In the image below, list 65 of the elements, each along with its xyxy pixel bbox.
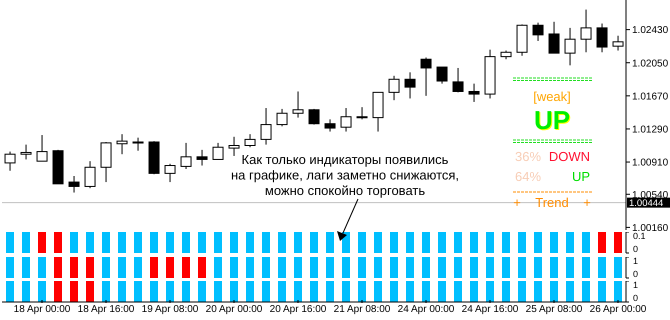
candlestick: [580, 9, 592, 53]
x-tick-label: 26 Apr 00:00: [590, 304, 647, 315]
x-tick-label: 19 Apr 08:00: [142, 304, 199, 315]
annotation: +: [583, 195, 591, 210]
annotation: Как только индикаторы появились на графике, лаги заметно снижаются, можно спокойно торговать: [230, 152, 460, 198]
annotation: UP: [534, 105, 570, 135]
y-tick-label: 1.01670: [632, 91, 669, 102]
candlestick: [180, 142, 192, 170]
candlestick: [36, 134, 48, 162]
x-tick-label: 24 Apr 16:00: [462, 304, 519, 315]
candlestick: [420, 57, 432, 96]
y-tick-label: 1.02050: [632, 58, 669, 70]
candlestick: [340, 108, 352, 132]
candlestick: [596, 23, 608, 53]
y-tick-label: 1: [633, 280, 638, 290]
y-tick-label: 1.00160: [632, 222, 669, 234]
candlestick: [20, 144, 32, 160]
candlestick: [212, 142, 224, 160]
candlestick: [228, 136, 240, 156]
candlestick: [324, 118, 336, 132]
candlestick: [244, 134, 256, 148]
annotation: +: [513, 195, 521, 210]
annotation: Trend: [535, 195, 569, 210]
candlestick: [548, 21, 560, 54]
candlestick: [564, 27, 576, 66]
candlestick: [356, 106, 368, 120]
candlestick: [116, 134, 128, 155]
candlestick: [612, 35, 624, 52]
candlestick: [532, 22, 544, 42]
y-tick-label: 1.00910: [632, 158, 669, 169]
candlestick: [308, 108, 320, 126]
candlestick: [452, 67, 464, 93]
y-tick-label: 0: [633, 293, 638, 303]
annotation: 64%: [515, 169, 542, 184]
candlestick: [68, 175, 80, 194]
candlestick: [388, 75, 400, 101]
candlestick: [4, 151, 16, 172]
annotation: 36%: [515, 149, 542, 164]
x-tick-label: 24 Apr 00:00: [398, 304, 455, 315]
x-tick-label: 18 Apr 16:00: [78, 304, 135, 315]
ref-line-label: 1.00444: [629, 198, 664, 210]
candlestick: [84, 160, 96, 189]
y-tick-label: 0: [633, 269, 638, 279]
x-tick-label: 20 Apr 00:00: [206, 304, 263, 315]
annotation: UP: [572, 169, 590, 184]
annotation: [weak]: [533, 89, 571, 104]
x-tick-label: 20 Apr 16:00: [270, 304, 327, 315]
candlestick: [468, 83, 480, 102]
annotation: DOWN: [548, 149, 590, 164]
x-tick-label: 21 Apr 08:00: [334, 304, 391, 315]
y-tick-label: 1: [633, 256, 638, 266]
candlestick: [196, 149, 208, 166]
y-tick-label: 0: [633, 244, 638, 254]
y-tick-label: 0.1: [633, 231, 646, 241]
candlestick: [164, 163, 176, 183]
x-tick-label: 25 Apr 08:00: [526, 304, 583, 315]
candlestick: [132, 137, 144, 152]
candlestick: [260, 108, 272, 146]
y-tick-label: 1.02430: [632, 25, 669, 36]
candlestick: [276, 108, 288, 127]
x-tick-label: 18 Apr 00:00: [14, 304, 71, 315]
candlestick: [436, 66, 448, 84]
candlestick: [404, 72, 416, 99]
y-tick-label: 1.01290: [632, 124, 669, 136]
candlestick: [292, 90, 304, 118]
